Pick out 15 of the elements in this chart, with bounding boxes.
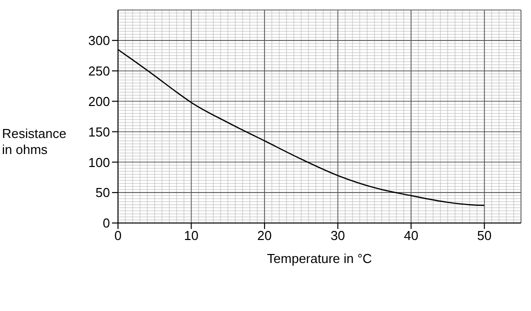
- y-tick-label: 200: [88, 94, 110, 109]
- x-tick-label: 40: [404, 228, 418, 244]
- x-tick-label: 30: [330, 228, 346, 244]
- y-tick-label: 50: [96, 185, 110, 200]
- x-tick-label: 0: [114, 228, 122, 244]
- y-tick-label: 0: [102, 216, 110, 231]
- x-tick-label: 50: [477, 228, 492, 244]
- x-tick-label: 20: [257, 228, 272, 244]
- y-tick-label: 300: [88, 33, 110, 48]
- y-tick-label: 100: [88, 154, 110, 170]
- y-tick-label: 250: [88, 63, 110, 78]
- y-tick-label: 150: [88, 124, 110, 140]
- y-axis-title: Resistance in ohms: [2, 126, 68, 158]
- x-axis-title: Temperature in °C: [267, 251, 372, 266]
- x-tick-label: 10: [184, 228, 199, 244]
